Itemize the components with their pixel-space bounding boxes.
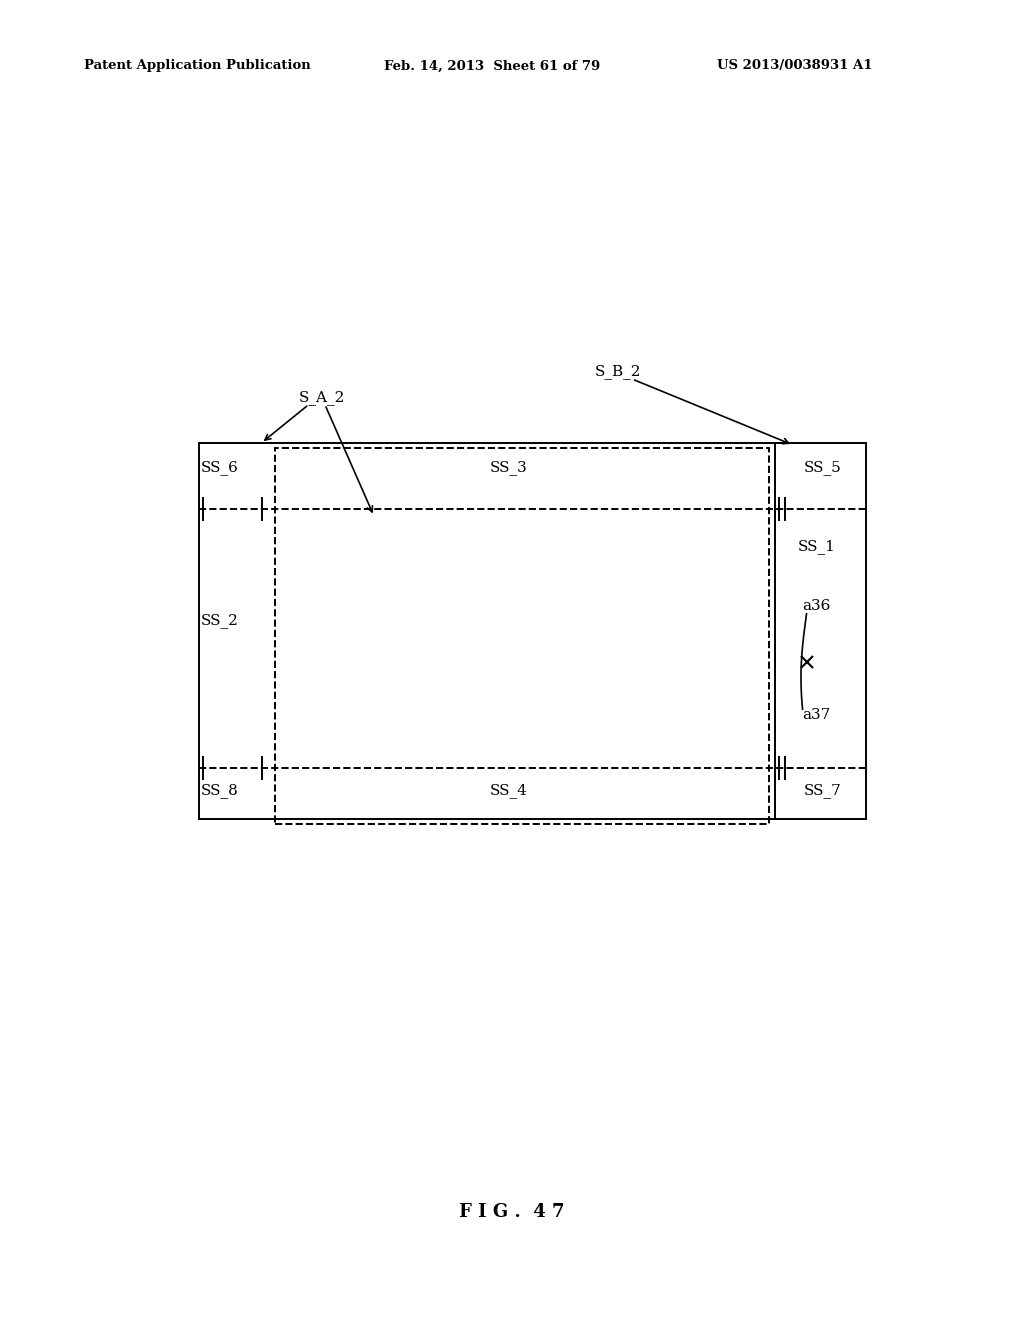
Bar <box>274 447 769 824</box>
Text: SS_5: SS_5 <box>804 459 842 475</box>
Text: SS_3: SS_3 <box>490 459 527 475</box>
Text: SS_6: SS_6 <box>201 459 239 475</box>
Text: SS_2: SS_2 <box>201 614 239 628</box>
Text: F I G .  4 7: F I G . 4 7 <box>459 1203 565 1221</box>
Text: a36: a36 <box>803 598 831 612</box>
Text: Patent Application Publication: Patent Application Publication <box>84 59 310 73</box>
Text: S_A_2: S_A_2 <box>299 389 346 405</box>
Text: SS_8: SS_8 <box>201 783 239 799</box>
Text: Feb. 14, 2013  Sheet 61 of 79: Feb. 14, 2013 Sheet 61 of 79 <box>384 59 600 73</box>
Text: S_B_2: S_B_2 <box>594 364 641 379</box>
Text: SS_7: SS_7 <box>804 783 842 799</box>
Text: US 2013/0038931 A1: US 2013/0038931 A1 <box>717 59 872 73</box>
Text: SS_4: SS_4 <box>490 783 527 799</box>
Bar <box>200 444 866 818</box>
Text: a37: a37 <box>803 709 830 722</box>
Text: SS_1: SS_1 <box>798 540 836 554</box>
